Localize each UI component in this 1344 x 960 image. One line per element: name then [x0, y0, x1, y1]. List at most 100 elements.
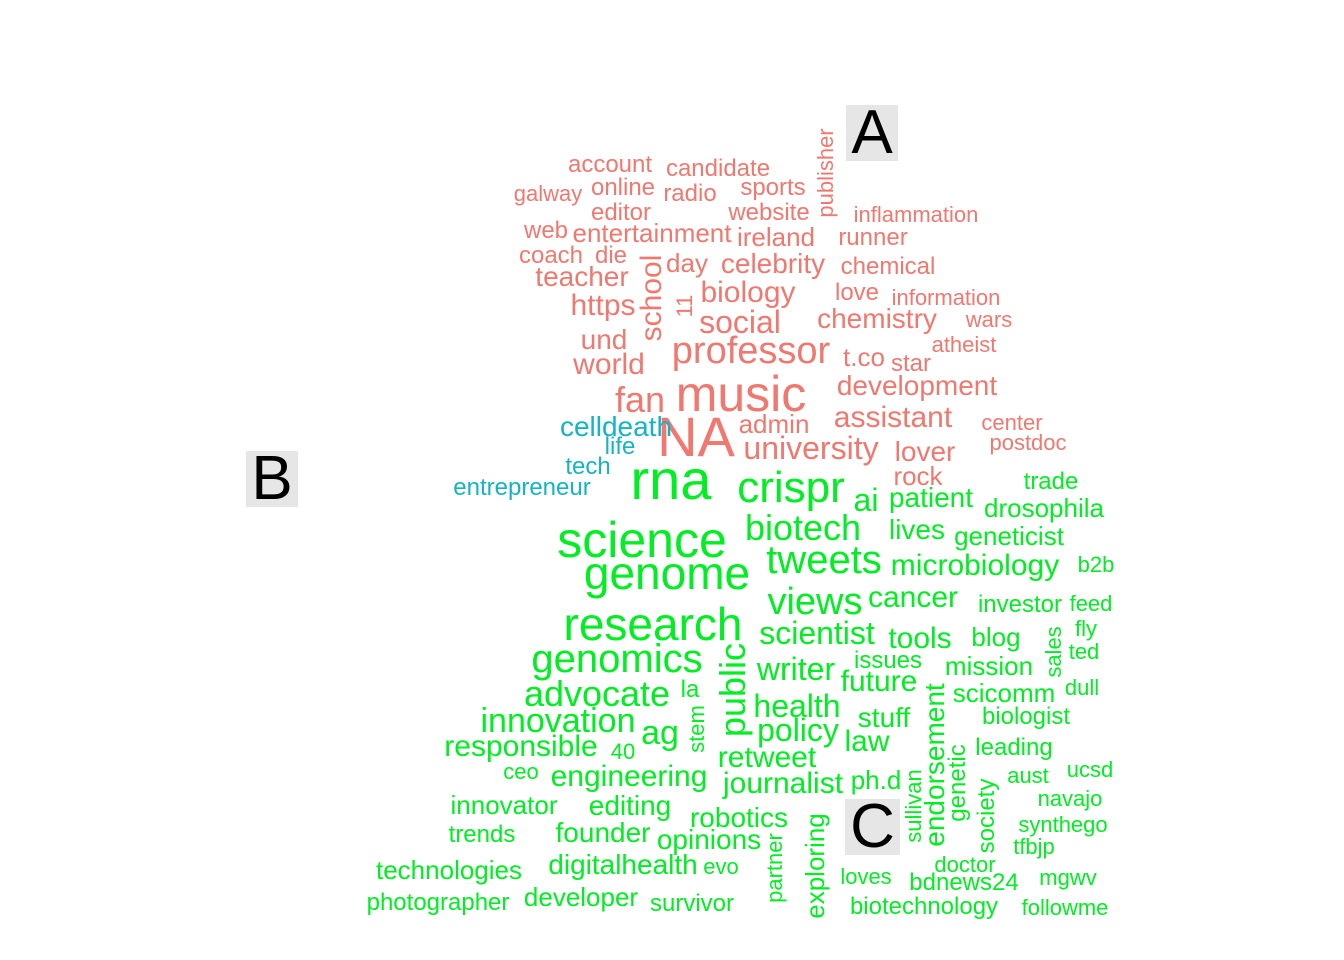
word-inflammation: inflammation	[853, 202, 979, 227]
word-leading: leading	[975, 734, 1053, 761]
word-chemical: chemical	[840, 253, 936, 280]
word-tweets: tweets	[766, 538, 882, 582]
word-biology: biology	[700, 276, 796, 309]
word-celebrity: celebrity	[720, 248, 826, 279]
word-biologist: biologist	[981, 703, 1071, 730]
word-ph-d: ph.d	[850, 765, 902, 795]
word-teacher: teacher	[535, 261, 629, 292]
cluster-label-c: C	[845, 796, 900, 858]
word-synthego: synthego	[1018, 812, 1108, 837]
word-la: la	[680, 676, 700, 703]
word-sullivan: sullivan	[901, 769, 926, 843]
word-survivor: survivor	[649, 890, 735, 917]
word-university: university	[743, 430, 879, 466]
word-trade: trade	[1023, 468, 1079, 495]
word-law: law	[844, 725, 890, 758]
word-biotechnology: biotechnology	[849, 893, 999, 920]
word-opinions: opinions	[656, 824, 762, 855]
word-future: future	[840, 665, 918, 698]
word-writer: writer	[756, 651, 836, 687]
word-coach: coach	[518, 242, 584, 269]
word-entrepreneur: entrepreneur	[453, 474, 591, 501]
word-publisher: publisher	[813, 128, 838, 218]
word-issues: issues	[853, 647, 923, 674]
word-music: music	[675, 366, 807, 422]
word-b2b: b2b	[1077, 552, 1115, 577]
word-microbiology: microbiology	[890, 549, 1060, 582]
word-world: world	[573, 348, 645, 381]
word-fan: fan	[614, 379, 666, 420]
word-biotech: biotech	[744, 507, 862, 548]
word-web: web	[523, 217, 569, 244]
word-entertainment: entertainment	[572, 218, 732, 248]
word-tools: tools	[888, 622, 952, 655]
word-geneticist: geneticist	[954, 521, 1064, 551]
word-developer: developer	[523, 882, 639, 912]
word-journalist: journalist	[722, 767, 844, 800]
word-scicomm: scicomm	[952, 678, 1056, 708]
cluster-label-a: A	[846, 102, 898, 164]
word-crispr: crispr	[737, 463, 845, 512]
word-school: school	[635, 254, 668, 342]
word-dull: dull	[1064, 675, 1100, 700]
word-robotics: robotics	[689, 802, 789, 833]
word-chemistry: chemistry	[817, 303, 937, 334]
word-health: health	[753, 688, 841, 724]
word-technologies: technologies	[376, 855, 522, 885]
word-editor: editor	[590, 199, 652, 226]
word-11: 11	[672, 294, 697, 318]
word-founder: founder	[555, 817, 651, 848]
word-information: information	[891, 285, 1001, 310]
word-stuff: stuff	[857, 702, 911, 733]
word-doctor: doctor	[934, 852, 996, 877]
word-responsible: responsible	[444, 730, 598, 763]
word-stem: stem	[684, 705, 709, 753]
word-editing: editing	[588, 790, 672, 821]
word-star: star	[890, 350, 932, 377]
word-innovation: innovation	[480, 702, 636, 740]
word-day: day	[666, 248, 708, 278]
word-investor: investor	[977, 591, 1063, 618]
word-rna: rna	[630, 448, 712, 511]
word-ted: ted	[1068, 639, 1100, 664]
word-engineering: engineering	[550, 760, 708, 793]
word-center: center	[981, 410, 1043, 435]
word-love: love	[834, 279, 880, 306]
word-rock: rock	[893, 461, 943, 491]
word-atheist: atheist	[931, 332, 997, 357]
word-public: public	[712, 642, 753, 738]
word-40: 40	[610, 739, 636, 764]
word-mission: mission	[944, 651, 1034, 681]
word-assistant: assistant	[833, 401, 953, 434]
word-views: views	[767, 581, 863, 623]
word-ireland: ireland	[736, 222, 816, 252]
word-advocate: advocate	[523, 673, 671, 714]
word-die: die	[594, 242, 628, 269]
word-retweet: retweet	[717, 741, 817, 774]
word-sports: sports	[740, 174, 806, 201]
word-genomics: genomics	[531, 637, 703, 681]
word-postdoc: postdoc	[989, 430, 1067, 455]
word-tfbjp: tfbjp	[1013, 834, 1055, 859]
word-genome: genome	[583, 547, 751, 599]
word-social: social	[699, 304, 781, 340]
word-admin: admin	[738, 409, 810, 439]
word-runner: runner	[838, 224, 908, 251]
word-lives: lives	[888, 514, 946, 545]
word-wars: wars	[965, 307, 1013, 332]
word-radio: radio	[663, 180, 717, 207]
word-society: society	[973, 778, 1000, 854]
word-professor: professor	[671, 330, 831, 372]
word-life: life	[604, 433, 636, 460]
word-na: NA	[657, 405, 735, 468]
word-policy: policy	[757, 712, 839, 748]
word-sales: sales	[1041, 626, 1066, 678]
word-scientist: scientist	[759, 615, 875, 651]
word-bdnews24: bdnews24	[909, 869, 1019, 896]
word-genetic: genetic	[944, 744, 971, 822]
word-research: research	[563, 598, 743, 650]
word-lover: lover	[894, 436, 956, 467]
word-partner: partner	[762, 833, 787, 903]
word-t-co: t.co	[843, 342, 885, 372]
word-ucsd: ucsd	[1066, 757, 1114, 782]
